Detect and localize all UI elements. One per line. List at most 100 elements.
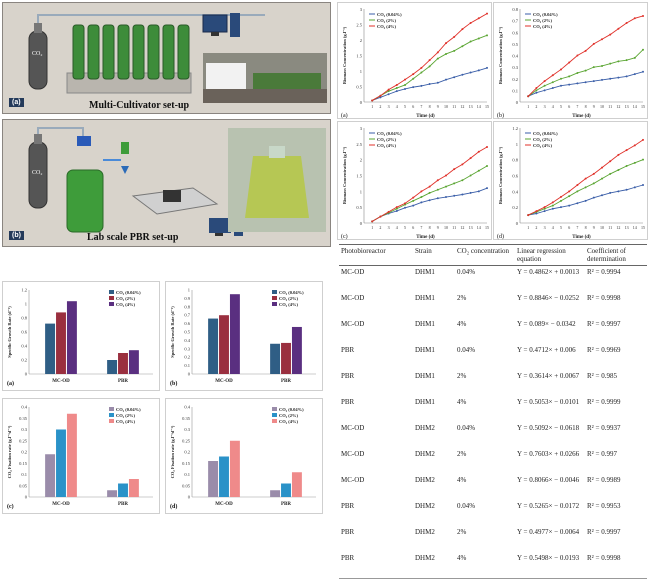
legend-label: CO₂ (4%) [533,143,552,148]
bar [208,461,219,497]
y-tick-label: 0.1 [184,472,190,477]
data-point [642,184,644,186]
x-tick-label: 1 [371,104,373,109]
data-point [527,95,530,98]
y-tick-label: 0 [25,372,28,377]
data-point [469,40,472,43]
data-point [420,71,423,74]
x-tick-label: 2 [535,104,537,109]
table-body: MC-OD DHM1 0.04% Y = 0.4862× + 0.0013 R² = 0… [339,266,647,579]
table-row: PBR DHM1 4% Y = 0.5053× − 0.0101 R² = 0.9999 [339,396,647,422]
data-point [404,78,406,81]
y-tick-label: 0 [188,372,191,377]
data-point [412,204,415,207]
data-point [601,166,603,169]
x-tick-label: 15 [641,225,645,230]
data-point [560,206,562,209]
computer-icon [202,13,240,37]
x-tick-label: 7 [420,104,422,109]
data-point [428,65,431,68]
data-point [617,168,620,171]
data-point [371,220,374,223]
data-point [477,169,480,172]
y-tick-label: 0.5 [512,42,518,47]
y-tick-label: 2.5 [356,23,362,28]
x-tick-label: 11 [608,104,612,109]
data-point [445,42,447,45]
data-point [535,87,538,90]
data-point [609,33,612,36]
y-tick-label: 0.3 [21,427,27,432]
data-point [420,201,423,204]
x-tick-label: 6 [568,104,570,109]
table-row: MC-OD DHM2 2% Y = 0.7603× + 0.0266 R² = 0.99… [339,448,647,474]
x-tick-label: 15 [485,225,489,230]
table-row: PBR DHM2 0.04% Y = 0.5265× − 0.0172 R² = 0.9… [339,500,647,526]
y-tick-label: 0.3 [184,346,190,351]
data-point [642,14,644,17]
y-tick-label: 0.8 [512,158,518,163]
table-cell: PBR [341,346,355,355]
table-cell: R² = 0.985 [587,372,617,381]
setup-panel-a: CO₂ (a) Multi-Cultivator set-up [2,2,331,114]
col-header-co2: CO₂ concentration [455,243,515,267]
data-point [477,190,480,193]
x-tick-label: 4 [396,225,398,230]
y-tick-label: 0.7 [184,313,190,318]
table-cell: 0.04% [457,424,476,433]
table-row: MC-OD DHM1 2% Y = 0.8846× − 0.0252 R² = 0.99… [339,292,647,318]
table-cell: DHM1 [415,294,435,303]
data-point [436,188,439,191]
bar [229,440,240,497]
y-tick-label: 0.8 [512,7,518,12]
y-tick-label: 1 [25,302,27,307]
bar [107,490,118,497]
bar [118,483,128,497]
panel-label: (c) [7,503,14,510]
data-point [535,89,538,92]
table-cell: DHM1 [415,346,435,355]
spectrophotometer-icon [131,187,219,215]
data-point [625,188,628,191]
data-point [551,201,554,204]
x-tick-label: 6 [568,225,570,230]
table-row: PBR DHM1 2% Y = 0.3614× + 0.0067 R² = 0.985 [339,370,647,396]
y-tick-label: 0 [516,100,519,105]
data-point [486,165,488,167]
category-label: PBR [281,502,291,507]
legend-label: CO₂ (2%) [533,18,552,23]
table-cell: DHM2 [415,450,435,459]
data-point [404,206,406,209]
y-tick-label: 2 [360,38,362,43]
legend-swatch [109,407,114,411]
bar-chart-b-svg: 0 0.1 0.2 0.3 0.4 0.5 0.6 0.7 0.8 0.9 1 MC-OD PBR Spe… [170,288,316,387]
x-tick-label: 5 [560,104,562,109]
table-cell: DHM2 [415,476,435,485]
data-point [420,190,423,193]
y-tick-label: 0.8 [184,304,190,309]
x-tick-label: 4 [396,104,398,109]
data-point [445,185,447,188]
setup-b-title: Lab scale PBR set-up [87,232,179,243]
table-row: PBR DHM1 0.04% Y = 0.4712× + 0.006 R² = 0.99… [339,344,647,370]
col-header-photobioreactor: Photobioreactor [339,243,413,267]
data-point [551,87,554,90]
x-tick-label: 7 [420,225,422,230]
table-cell: PBR [341,372,355,381]
y-tick-label: 0.4 [512,54,518,59]
data-point [412,73,415,76]
panel-label: (a) [341,112,348,119]
y-tick-label: 0.5 [356,85,362,90]
x-tick-label: 15 [641,104,645,109]
x-tick-label: 13 [625,104,629,109]
bar [281,342,291,374]
data-point [560,77,562,80]
y-tick-label: 0 [188,495,191,500]
data-point [633,186,636,189]
data-point [486,146,488,148]
y-axis-label: CO₂ Fixation rate (g.l⁻¹d⁻¹) [170,425,175,478]
table-row: PBR DHM2 4% Y = 0.5498× − 0.0193 R² = 0.9998 [339,552,647,579]
legend-label: CO₂ (2%) [116,296,135,301]
co2-label-b: CO₂ [32,170,43,176]
